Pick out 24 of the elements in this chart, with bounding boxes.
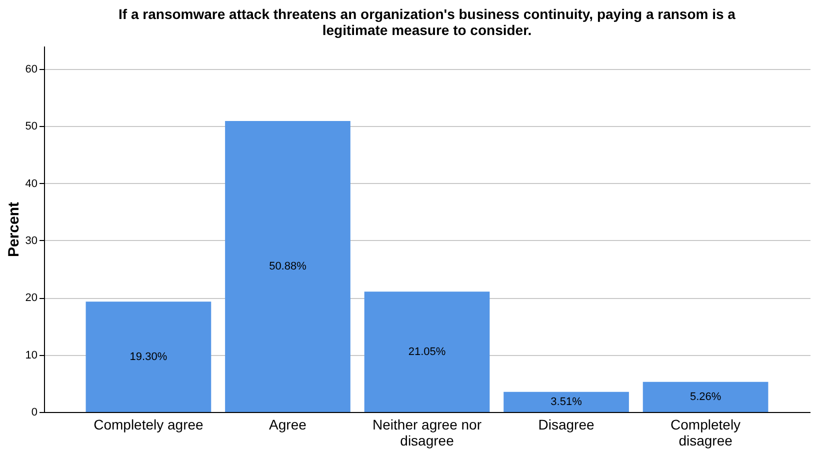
x-tick-label: Agree [269,416,307,432]
x-tick-label: Completely disagree [670,416,741,448]
x-tick-label: Neither agree nor disagree [372,416,482,448]
bar [364,292,490,412]
bar [86,302,212,412]
data-label: 19.30% [130,350,168,363]
chart-title: If a ransomware attack threatens an organization's business continuity, paying a ransom is a legitimate measure to consider. [118,6,736,38]
y-tick-label: 50 [25,120,38,133]
y-tick-label: 10 [25,349,38,362]
x-tick-label: Disagree [538,416,594,432]
y-tick-label: 30 [25,234,38,247]
data-label: 21.05% [408,346,446,358]
y-tick-label: 60 [25,63,38,76]
data-label: 50.88% [269,260,307,273]
bar [504,392,629,412]
y-tick-label: 0 [31,406,38,418]
bar [225,121,350,412]
data-label: 3.51% [550,396,582,408]
x-tick-label: Completely agree [94,416,204,432]
y-axis-title: Percent [5,202,22,258]
bar [642,382,768,412]
data-label: 5.26% [690,390,722,403]
y-tick-label: 20 [25,292,38,304]
y-tick-label: 40 [25,178,38,190]
